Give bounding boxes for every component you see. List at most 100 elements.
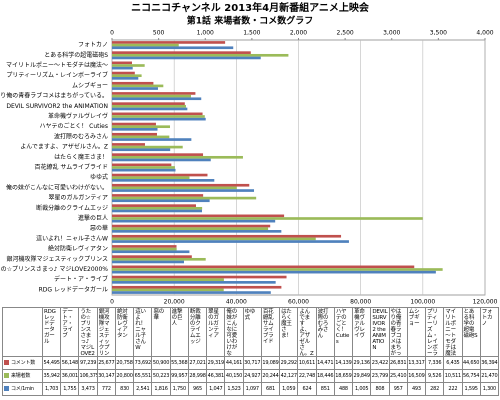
table-cell: 14,471 [316, 357, 335, 370]
bar [112, 102, 185, 105]
table-cell: 54,495 [43, 357, 62, 370]
table-cell: 965 [188, 383, 208, 396]
table-cell: 30,147 [97, 370, 116, 383]
bar [112, 234, 342, 238]
table-header: 断裁分離のクライムエッジ [188, 308, 208, 357]
table-cell: 46,381 [207, 370, 226, 383]
table-header: デート・ア・ライブ [61, 308, 80, 357]
bar [112, 281, 276, 284]
bar [112, 148, 171, 152]
table-cell: 28,998 [188, 370, 208, 383]
bar [112, 183, 250, 187]
bar [112, 275, 287, 279]
table-header: うたの☆プリンスさまっ♪ マジLOVE2000% [79, 308, 98, 357]
bar [112, 74, 142, 78]
table-cell: 29,292 [280, 357, 299, 370]
bar [112, 135, 170, 139]
bar [112, 194, 204, 197]
table-cell: 42,127 [280, 370, 299, 383]
category-label: ムシブギョー [72, 81, 108, 89]
category-label: フォトカノ [78, 42, 108, 49]
bar [112, 255, 192, 258]
table-cell: 50,223 [152, 370, 171, 383]
category-label: ハヤテのごとく！ Cuties [39, 122, 108, 130]
data-table: RDG レッドデータガール デート・ア・ライブ うたの☆プリンスさまっ♪ マジLOV… [2, 307, 499, 396]
bar [112, 153, 204, 156]
table-cell: 18,659 [334, 370, 354, 383]
table-cell: 56,754 [462, 370, 481, 383]
table-cell: 73,692 [134, 357, 153, 370]
table-cell: 50,900 [152, 357, 171, 370]
legend-label: コメント数 [11, 360, 36, 366]
table-cell: 36,394 [480, 357, 499, 370]
table-cell: 35,942 [43, 370, 62, 383]
x-tick-label: 0 [110, 299, 114, 306]
bar [112, 189, 255, 192]
bar [112, 145, 183, 149]
table-cell: 624 [298, 383, 317, 396]
bar [112, 97, 202, 101]
bar [112, 278, 224, 282]
legend-label: コメ/1min [11, 386, 34, 392]
bar [112, 291, 271, 294]
bar [112, 214, 285, 218]
table-cell: 6,435 [444, 357, 463, 370]
table-cell: 1,097 [243, 383, 262, 396]
table-cell: 1,750 [170, 383, 189, 396]
category-label: 翠星のガルガンティア [49, 194, 108, 202]
table-cell: 25,677 [97, 357, 116, 370]
table-cell: 19,089 [261, 357, 281, 370]
bar [112, 270, 436, 274]
x2-tick-label: 1,000 [197, 30, 214, 37]
category-label: 革命機ヴァルヴレイヴ [48, 112, 108, 120]
table-cell: 1,755 [61, 383, 80, 396]
x-tick-label: 80,000 [350, 299, 371, 306]
bar [112, 125, 170, 129]
legend-swatch [4, 386, 9, 391]
category-label: よんでますよ、アザゼルさん。Z [20, 143, 108, 151]
table-cell: 1,005 [353, 383, 372, 396]
bar [112, 61, 133, 65]
table-cell: 851 [316, 383, 335, 396]
bar [112, 117, 206, 121]
category-label: RDG レッドデータガール [39, 285, 108, 293]
bar [112, 43, 179, 47]
x2-tick-label: 500 [153, 30, 165, 37]
bar [112, 107, 188, 111]
bar [112, 51, 251, 54]
bar [112, 143, 145, 146]
bar [112, 186, 237, 190]
legend-label: 来場者数 [11, 373, 31, 379]
table-cell: 1,816 [152, 383, 171, 396]
bar [112, 237, 316, 241]
bar [112, 196, 257, 200]
bar [112, 268, 443, 271]
table-cell: 16,509 [407, 370, 427, 383]
table-cell: 21,470 [480, 370, 499, 383]
chart: ニコニコチャンネル 2013年4月新番組アニメ上映会 第1話 来場者数・コメ数グ… [0, 1, 498, 306]
bar [112, 209, 202, 213]
table-cell: 830 [115, 383, 135, 396]
category-label: マイリトルポニー～トモダチは魔法～ [6, 61, 108, 69]
bar [112, 206, 203, 210]
table-header: 這いよれ！ニャル子さんW [134, 308, 153, 357]
table-header: よんでますよ、アザゼルさん。Z [298, 308, 317, 357]
table-cell: 222 [444, 383, 463, 396]
category-label: やはり俺の青春ラブコメはまちがっている。 [0, 92, 108, 100]
x2-tick-label: 2,500 [337, 30, 354, 37]
table-header: 翠星のガルガンティア [207, 308, 226, 357]
table-header: 俺の妹がこんなに可愛いわけがない。 [225, 308, 244, 357]
table-header: 進撃の巨人 [170, 308, 189, 357]
table-cell: 2,541 [134, 383, 153, 396]
legend-entry: コメ/1min [3, 383, 43, 396]
category-label: うたの☆プリンスさまっ♪ マジLOVE2000% [0, 266, 108, 273]
table-cell: 40,150 [225, 370, 244, 383]
table-cell: 23,422 [371, 357, 390, 370]
table-cell: 772 [97, 383, 116, 396]
table-header: 百花繚乱 サムライブライド [261, 308, 281, 357]
bar [112, 66, 133, 70]
bar [112, 265, 415, 269]
x-tick-label: 100,000 [410, 299, 435, 306]
category-label: はたらく魔王さま！ [54, 153, 108, 161]
bar [112, 199, 210, 203]
